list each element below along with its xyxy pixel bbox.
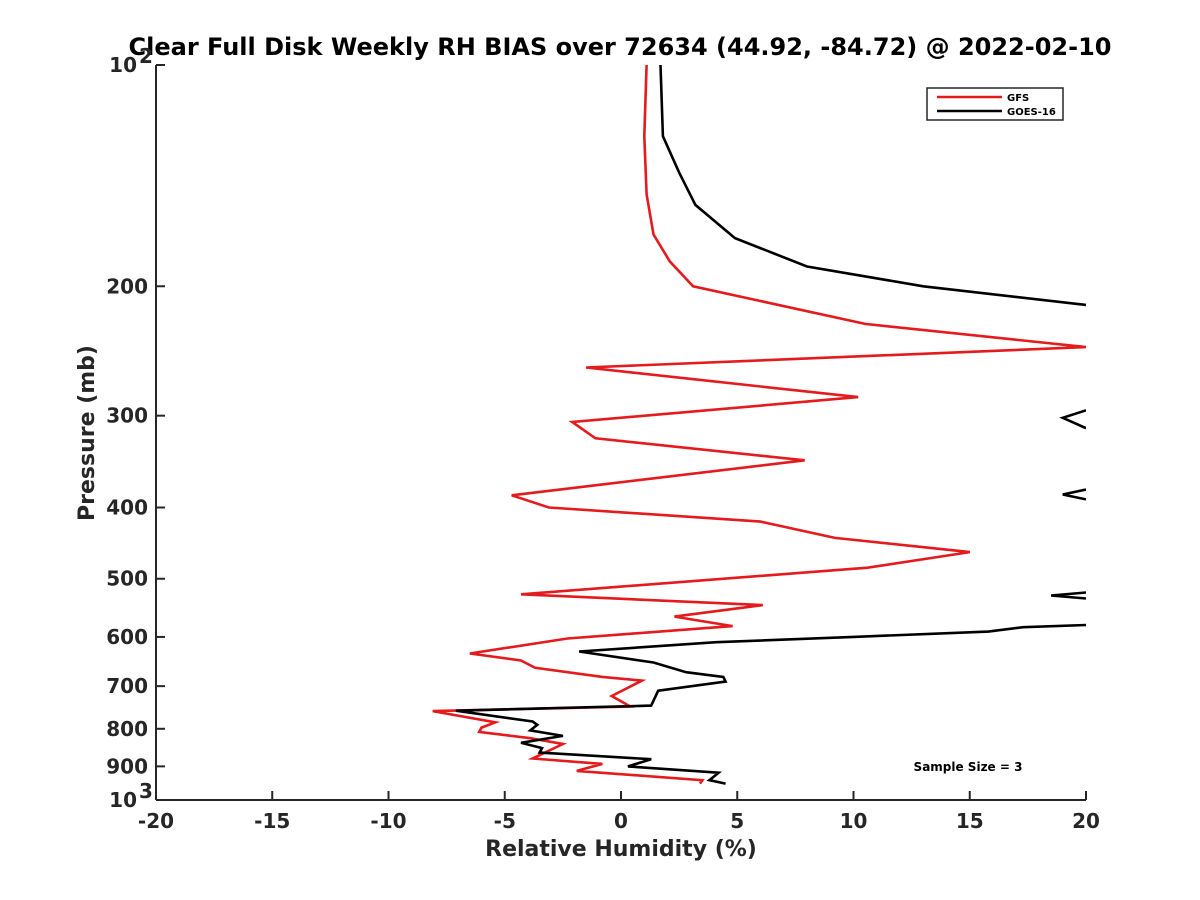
legend-label-gfs: GFS xyxy=(1007,93,1029,104)
x-ticks: -20 -15 -10 -5 0 5 10 15 20 xyxy=(138,791,1100,833)
y-tick-label: 900 xyxy=(106,754,148,778)
legend-label-goes16: GOES-16 xyxy=(1007,107,1056,118)
series-line-goes16-segment-2 xyxy=(1062,488,1086,501)
x-tick-label: 20 xyxy=(1072,809,1100,833)
y-tick-label: 200 xyxy=(106,274,148,298)
y-tick-exponent: 2 xyxy=(139,44,153,68)
series-line-goes16-segment-4 xyxy=(455,623,1086,785)
legend-box xyxy=(926,87,1064,121)
x-tick-label: 0 xyxy=(614,809,628,833)
x-tick-label: -15 xyxy=(254,809,290,833)
series-layer xyxy=(432,65,1086,785)
x-tick-label: 5 xyxy=(730,809,744,833)
chart-title: Clear Full Disk Weekly RH BIAS over 7263… xyxy=(129,33,1112,61)
x-tick-label: 10 xyxy=(840,809,868,833)
y-tick-label: 500 xyxy=(106,567,148,591)
series-line-goes16-segment-1 xyxy=(1059,409,1086,430)
series-line-gfs-segment-0 xyxy=(432,65,1086,785)
x-tick-label: -20 xyxy=(138,809,174,833)
y-tick-label: 10 xyxy=(109,788,137,812)
series-line-goes16-segment-0 xyxy=(659,65,1086,307)
sample-size-annotation: Sample Size = 3 xyxy=(914,760,1023,774)
y-tick-label: 700 xyxy=(106,674,148,698)
y-tick-label: 10 xyxy=(109,53,137,77)
y-axis-label: Pressure (mb) xyxy=(75,345,100,521)
y-tick-exponent: 3 xyxy=(139,779,153,803)
y-tick-label: 300 xyxy=(106,404,148,428)
x-tick-label: -5 xyxy=(494,809,516,833)
series-line-goes16-segment-3 xyxy=(1050,591,1086,600)
legend: GFS GOES-16 xyxy=(926,87,1064,121)
x-axis-label: Relative Humidity (%) xyxy=(485,837,757,862)
y-tick-label: 800 xyxy=(106,717,148,741)
x-tick-label: 15 xyxy=(956,809,984,833)
x-tick-label: -10 xyxy=(370,809,406,833)
y-tick-label: 600 xyxy=(106,625,148,649)
y-tick-label: 400 xyxy=(106,496,148,520)
